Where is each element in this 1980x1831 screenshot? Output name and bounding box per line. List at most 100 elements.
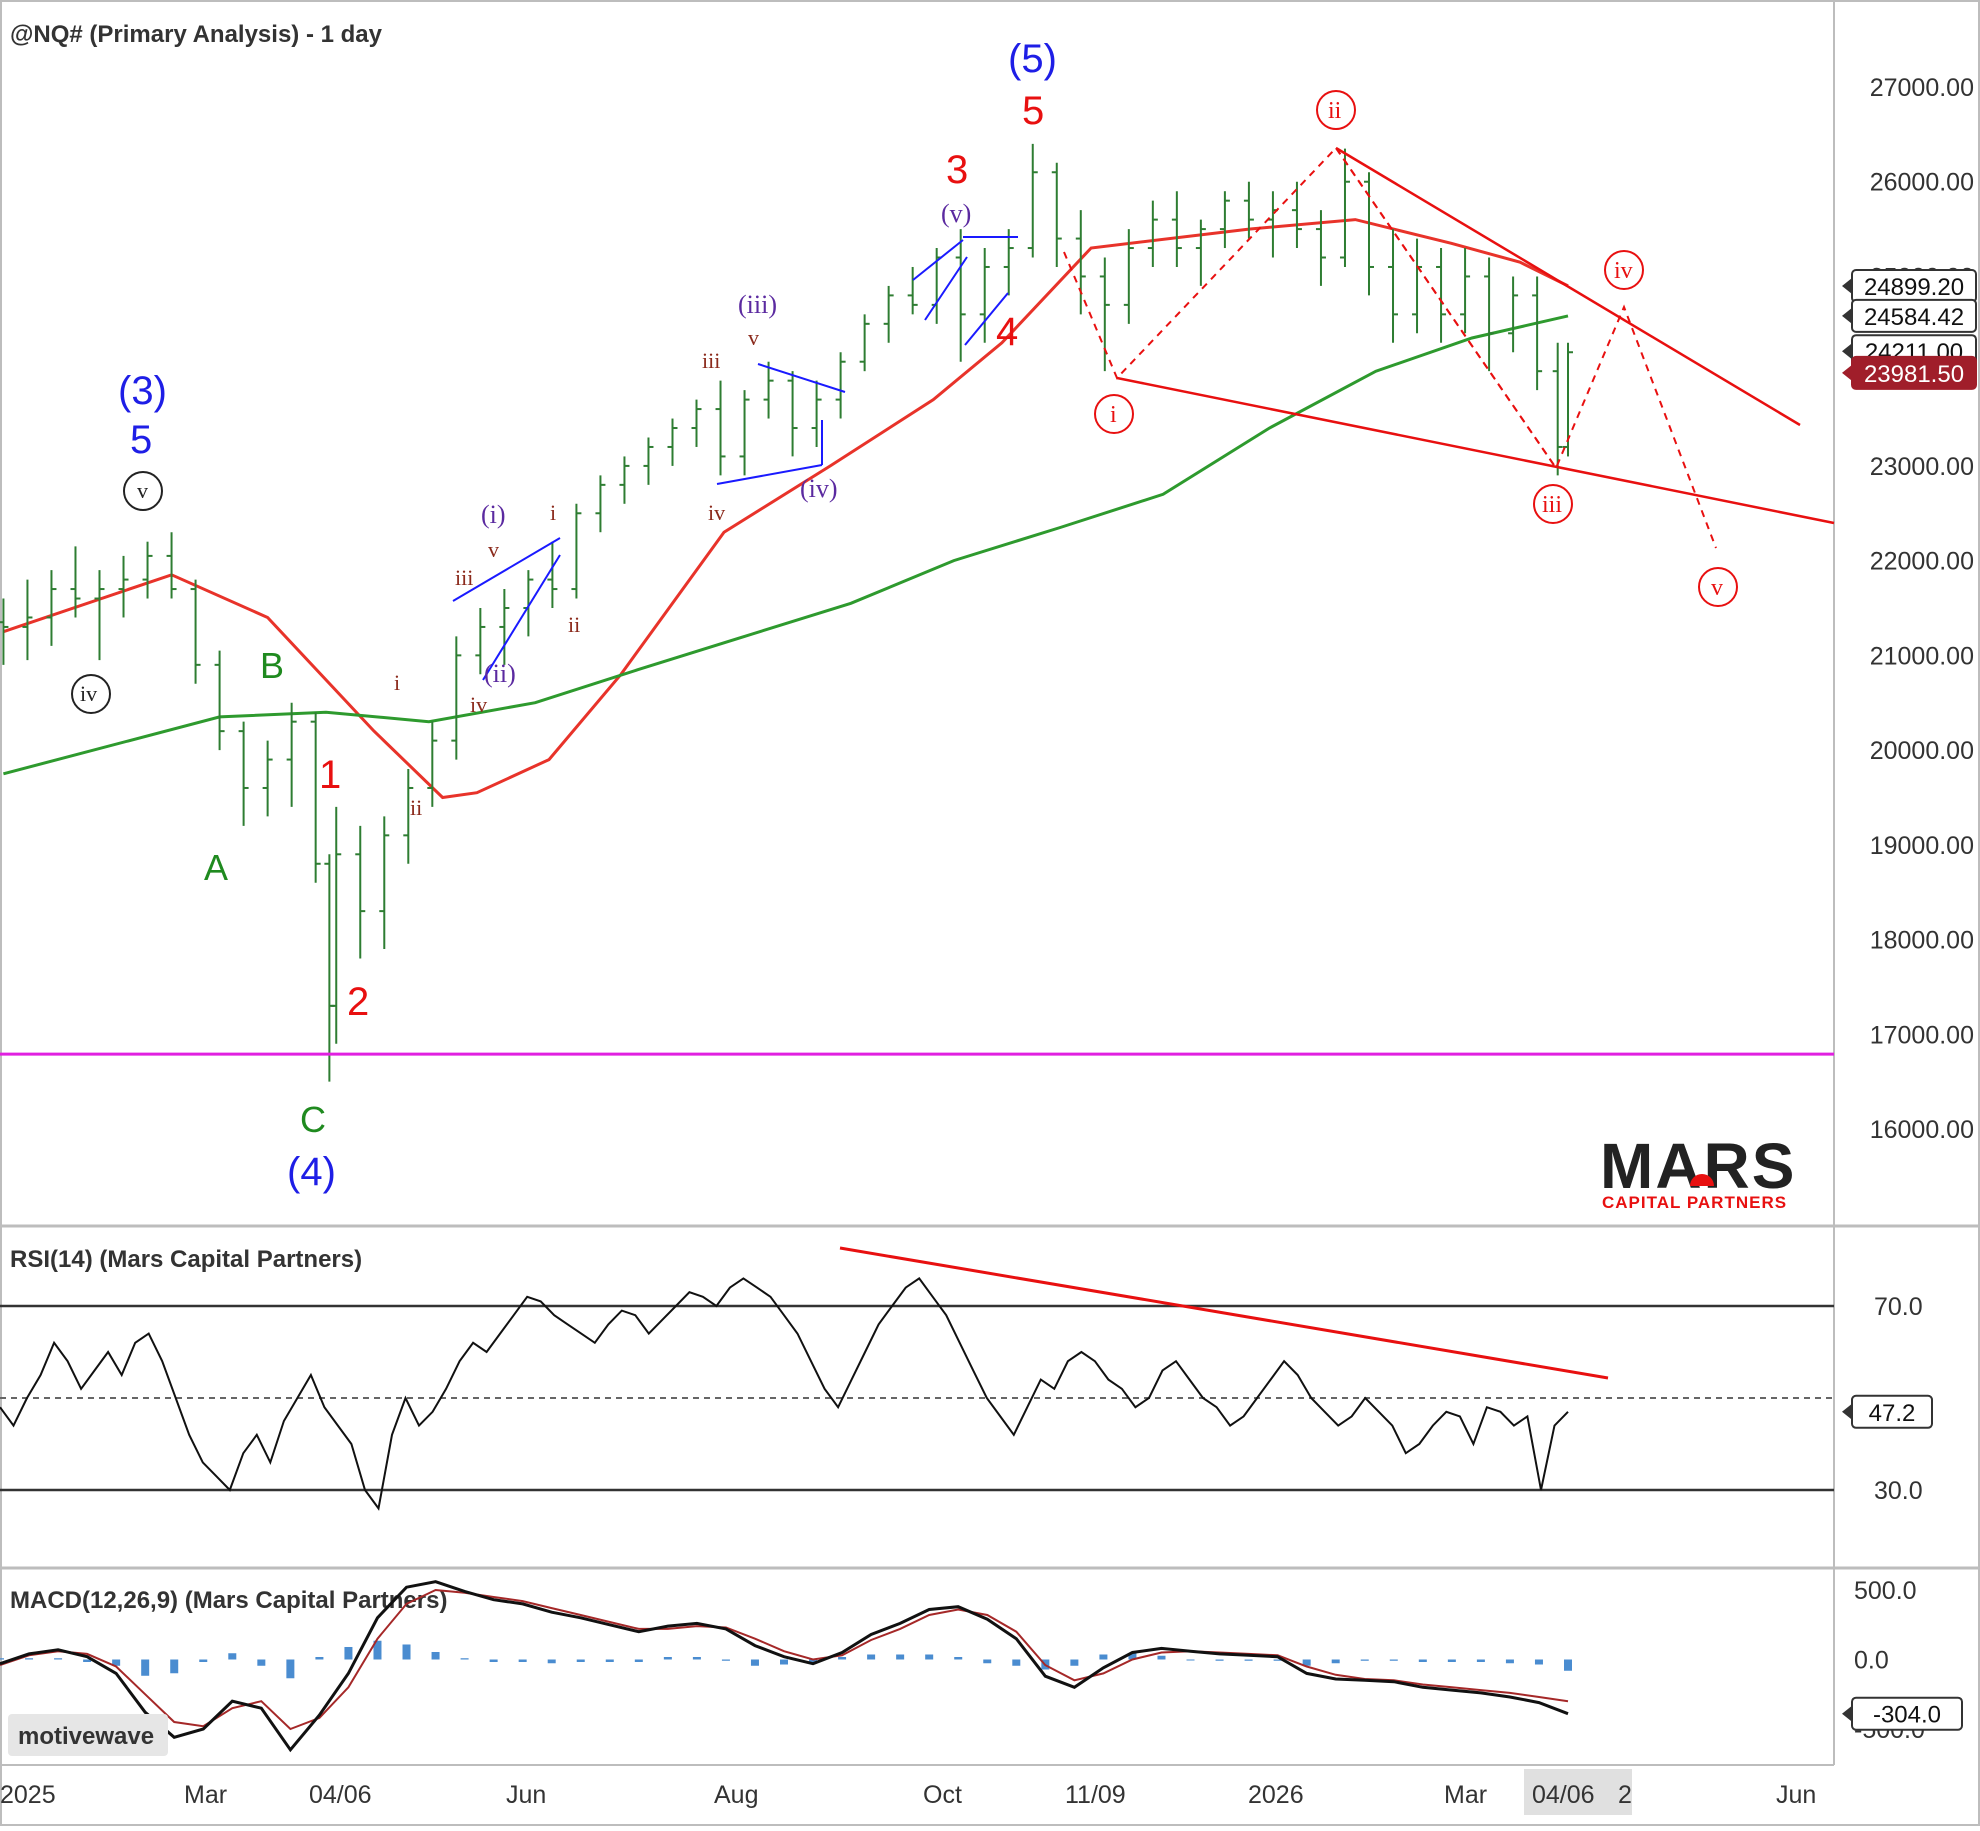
macd-histogram-bar — [1418, 1659, 1427, 1663]
macd-histogram-bar — [954, 1656, 963, 1660]
mars-logo-mark — [1690, 1174, 1714, 1186]
ohlc-bar — [1219, 191, 1230, 249]
macd-histogram-bar — [983, 1659, 992, 1664]
price-panel-title: @NQ# (Primary Analysis) - 1 day — [10, 21, 383, 48]
current-date-highlight — [1524, 1769, 1632, 1815]
ohlc-bar — [1099, 257, 1110, 372]
triangle-line-3 — [757, 363, 846, 393]
macd-histogram-bar — [1534, 1659, 1543, 1665]
rsi-value-text: 47.2 — [1869, 1400, 1916, 1427]
ohlc-bar — [1532, 276, 1543, 391]
ohlc-bar — [451, 636, 462, 760]
ohlc-bar — [667, 418, 678, 466]
label-iii-paren: (iii) — [738, 290, 777, 319]
macd-tick-label: 0.0 — [1854, 1647, 1889, 1675]
triangle-line-2 — [482, 554, 561, 681]
macd-histogram-bar — [925, 1654, 934, 1660]
rsi-level-label: 70.0 — [1874, 1293, 1923, 1321]
circle-v-red — [1698, 567, 1738, 607]
macd-histogram-bar — [605, 1659, 614, 1663]
time-tick-label: 2025 — [0, 1781, 56, 1809]
moving-averages — [2, 218, 1569, 800]
time-tick-label: 04/06 — [309, 1781, 372, 1809]
label-2-red: 2 — [347, 980, 369, 1024]
motivewave-label: motivewave — [18, 1723, 154, 1750]
ohlc-bar — [22, 579, 33, 661]
macd-histogram-bar — [344, 1646, 353, 1660]
ohlc-bar — [1436, 248, 1447, 343]
triangle-line-4 — [716, 464, 823, 485]
macd-histogram-bar — [547, 1659, 556, 1664]
lower-wedge-line — [1116, 376, 1835, 525]
macd-histogram-bar — [315, 1656, 324, 1660]
macd-histogram-bar — [634, 1659, 643, 1663]
rsi-value-tag: 47.2 — [1842, 1394, 1933, 1429]
macd-histogram-bar — [809, 1659, 818, 1664]
price-tick-label: 16000.00 — [1870, 1116, 1974, 1144]
price-tag-text: 24584.42 — [1864, 304, 1964, 331]
mars-logo-text: MARS — [1600, 1130, 1796, 1202]
ohlc-bar — [355, 825, 366, 959]
macd-line — [0, 1580, 1569, 1753]
circle-iii-red-text: iii — [1542, 492, 1562, 518]
ohlc-bar — [907, 266, 918, 315]
ohlc-bar — [70, 546, 81, 618]
moving-average-red — [2, 218, 1569, 800]
ohlc-bar — [1171, 191, 1182, 267]
macd-histogram-bar — [576, 1659, 585, 1663]
ohlc-bar — [619, 456, 630, 504]
macd-histogram-bar — [1331, 1659, 1340, 1664]
price-tick-label: 19000.00 — [1870, 832, 1974, 860]
ohlc-bar — [1315, 210, 1326, 286]
ohlc-bar — [811, 380, 822, 447]
macd-panel-title: MACD(12,26,9) (Mars Capital Partners) — [10, 1587, 447, 1614]
circle-v-black — [123, 471, 163, 511]
macd-histogram-bar — [402, 1644, 411, 1660]
price-tick-label: 26000.00 — [1870, 169, 1974, 197]
ohlc-bar — [190, 579, 201, 684]
label-iv-2: iv — [708, 500, 725, 525]
label-i-paren: (i) — [481, 500, 506, 529]
rsi-panel: 70.0 30.0 47.2 — [0, 1277, 1933, 1511]
wave-labels: (3) 5 (5) (4) 5 3 4 1 2 A B C i ii iii i… — [118, 37, 1057, 1194]
macd-histogram-bar — [1244, 1659, 1253, 1661]
macd-histogram-bar — [460, 1658, 469, 1660]
time-tick-label: Jun — [1776, 1781, 1816, 1809]
ohlc-bar — [1460, 248, 1471, 334]
ohlc-bar — [1339, 148, 1350, 267]
time-tick-label: 11/09 — [1065, 1781, 1126, 1809]
circle-ii-red — [1316, 90, 1356, 130]
macd-histogram-bar — [1476, 1659, 1485, 1663]
macd-histogram-bar — [780, 1659, 788, 1665]
macd-histogram-bar — [286, 1659, 295, 1679]
label-b: B — [260, 645, 284, 686]
ohlc-bar — [955, 229, 966, 362]
ohlc-bar — [1552, 342, 1563, 476]
ohlc-bar — [166, 532, 177, 599]
macd-histogram-bar — [1505, 1659, 1514, 1664]
price-tag-pointer — [1842, 364, 1852, 381]
rsi-value-pointer — [1842, 1403, 1852, 1420]
ohlc-bar — [286, 702, 297, 807]
macd-histogram-bar — [199, 1659, 208, 1663]
circled-labels: v iv i ii iii iv v — [71, 90, 1738, 714]
circle-iv-black — [71, 674, 111, 714]
price-tick-label: 17000.00 — [1870, 1021, 1974, 1049]
macd-histogram-bar — [1447, 1659, 1456, 1663]
price-tick-label: 27000.00 — [1870, 74, 1974, 102]
macd-histogram-bar — [141, 1659, 150, 1676]
mars-logo: MARS CAPITAL PARTNERS — [1600, 1130, 1796, 1212]
ohlc-bar — [1243, 181, 1254, 239]
moving-average-green — [3, 314, 1569, 776]
circle-v-black-text: v — [137, 478, 148, 503]
time-tick-label: Mar — [1444, 1781, 1487, 1809]
macd-histogram-bar — [1273, 1659, 1282, 1661]
price-tick-label: 18000.00 — [1870, 927, 1974, 955]
price-tag-text: 23981.50 — [1864, 361, 1964, 388]
label-i-1: i — [394, 670, 400, 695]
time-tick-label: Aug — [714, 1781, 758, 1809]
price-tick-label: 22000.00 — [1870, 548, 1974, 576]
macd-histogram-bar — [896, 1654, 905, 1660]
label-iii-2: iii — [702, 348, 720, 373]
circle-v-red-text: v — [1711, 575, 1723, 601]
